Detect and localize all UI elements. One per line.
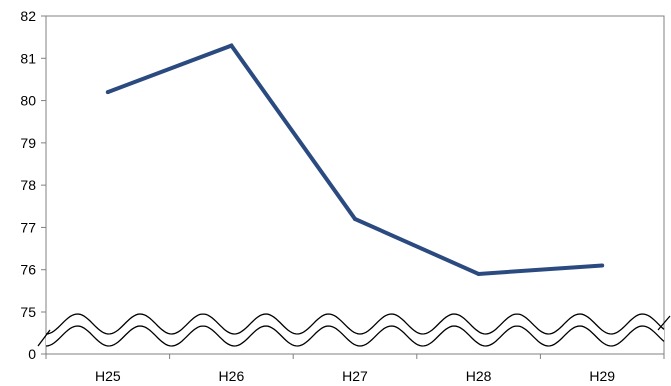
data-point: [353, 217, 357, 221]
data-point: [477, 272, 481, 276]
x-axis: [46, 354, 664, 359]
y-tick-label: 0: [28, 346, 36, 362]
y-tick-label: 82: [20, 8, 36, 24]
y-tick-label: 75: [20, 304, 36, 320]
y-tick-label: 79: [20, 135, 36, 151]
plot-border: [46, 16, 664, 354]
y-tick-labels: 82 81 80 79 78 77 76 75 0: [20, 8, 36, 362]
y-tick-label: 76: [20, 262, 36, 278]
series-line: [108, 46, 602, 274]
y-tick-label: 81: [20, 50, 36, 66]
x-tick-labels: H25 H26 H27 H28 H29: [95, 368, 615, 384]
data-point: [229, 44, 233, 48]
data-point: [106, 90, 110, 94]
x-tick-label: H25: [95, 368, 121, 384]
x-tick-label: H27: [342, 368, 368, 384]
y-tick-label: 78: [20, 177, 36, 193]
y-tick-label: 77: [20, 219, 36, 235]
y-axis: [41, 16, 46, 354]
x-tick-label: H28: [466, 368, 492, 384]
axis-break: [38, 314, 670, 346]
data-point: [600, 263, 604, 267]
plot-area: [46, 16, 664, 354]
series-layer: [106, 44, 604, 276]
y-tick-label: 80: [20, 93, 36, 109]
x-tick-label: H29: [589, 368, 615, 384]
x-tick-label: H26: [219, 368, 245, 384]
